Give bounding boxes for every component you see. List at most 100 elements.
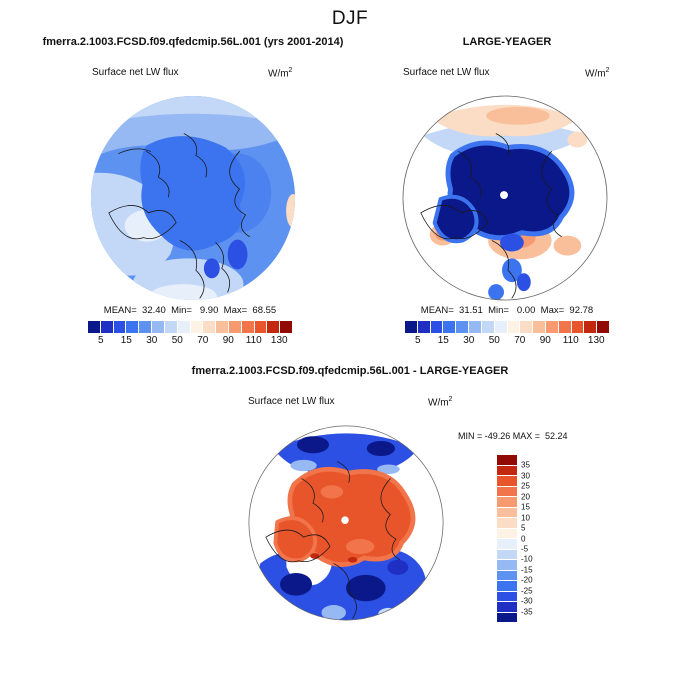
colorbar-tick-label: 5 (414, 335, 421, 346)
colorbar-tick-label: -5 (521, 544, 529, 554)
obs-colorbar: 5 15 30 50 70 90 110 130 (405, 321, 609, 349)
colorbar-cell (545, 321, 558, 333)
colorbar-cell (126, 321, 139, 333)
model-header: fmerra.2.1003.FCSD.f09.qfedcmip.56L.001 … (42, 36, 344, 48)
colorbar-cells (88, 321, 292, 333)
colorbar-cell (497, 591, 517, 601)
colorbar-tick-label: -20 (521, 575, 533, 585)
colorbar-cell (267, 321, 280, 333)
colorbar-tick-label: 110 (562, 335, 579, 346)
colorbar-cell (280, 321, 292, 333)
model-field-label: Surface net LW flux (92, 67, 179, 78)
colorbar-tick-label: 0 (521, 534, 526, 543)
colorbar-tick-label: 15 (437, 335, 449, 346)
colorbar-cell (241, 321, 254, 333)
diff-field-label: Surface net LW flux (248, 396, 335, 407)
units-base: W/m (428, 397, 449, 409)
colorbar-cell (216, 321, 228, 333)
colorbar-cell (497, 602, 517, 612)
obs-stats: MEAN= 31.51 Min= 0.00 Max= 92.78 (420, 305, 594, 316)
colorbar-cell (177, 321, 190, 333)
colorbar-cell (507, 321, 520, 333)
colorbar-tick-label: 35 (521, 460, 530, 470)
colorbar-cell (497, 612, 517, 622)
colorbar-tick-label: -25 (521, 586, 533, 596)
colorbar-tick-label: 15 (120, 335, 132, 346)
colorbar-tick-label: 110 (245, 335, 262, 346)
colorbar-cell (139, 321, 152, 333)
colorbar-tick-label: 30 (463, 335, 475, 346)
season-title: DJF (331, 8, 369, 29)
colorbar-tick-label: 10 (521, 513, 530, 523)
colorbar-cell (456, 321, 469, 333)
colorbar-cell (417, 321, 430, 333)
colorbar-tick-label: 130 (587, 335, 605, 346)
colorbar-cell (520, 321, 533, 333)
colorbar-tick-label: -10 (521, 554, 533, 564)
colorbar-cell (497, 560, 517, 570)
colorbar-cell (405, 321, 417, 333)
colorbar-cell (497, 476, 517, 486)
colorbar-cell (571, 321, 584, 333)
colorbar-tick-label: 30 (146, 335, 158, 346)
colorbar-cell (113, 321, 126, 333)
obs-field-label: Surface net LW flux (403, 67, 490, 78)
colorbar-tick-label: 15 (521, 502, 530, 512)
colorbar-cell (497, 486, 517, 496)
obs-map (401, 94, 609, 302)
diff-units-label: W/m2 (428, 396, 452, 408)
colorbar-cell (88, 321, 100, 333)
colorbar-tick-label: 5 (97, 335, 104, 346)
colorbar-cell (497, 581, 517, 591)
colorbar-cell (497, 465, 517, 475)
model-units-label: W/m2 (268, 67, 292, 79)
units-exponent: 2 (605, 67, 610, 74)
diff-map (247, 424, 445, 622)
units-base: W/m (585, 68, 606, 80)
colorbar-tick-labels: 35 30 25 20 15 10 5 0 -5 -10 -15 -20 -25 -30 -35 (521, 455, 543, 622)
colorbar-tick-label: 30 (521, 471, 530, 481)
colorbar-tick-label: 50 (171, 335, 183, 346)
colorbar-tick-label: 90 (539, 335, 551, 346)
units-base: W/m (268, 68, 289, 80)
colorbar-tick-labels: 5 15 30 50 70 90 110 130 (405, 335, 609, 349)
units-exponent: 2 (448, 396, 453, 403)
colorbar-cell (481, 321, 494, 333)
colorbar-tick-label: 25 (521, 481, 530, 491)
diff-colorbar: 35 30 25 20 15 10 5 0 -5 -10 -15 -20 -25 -30 -35 (497, 455, 543, 622)
colorbar-cell (497, 518, 517, 528)
colorbar-tick-label: 50 (488, 335, 500, 346)
colorbar-tick-label: -30 (521, 596, 533, 606)
colorbar-cell (469, 321, 481, 333)
colorbar-cell (497, 570, 517, 580)
colorbar-tick-label: 20 (521, 492, 530, 502)
colorbar-cell (203, 321, 216, 333)
colorbar-tick-label: 90 (222, 335, 234, 346)
colorbar-cell (558, 321, 571, 333)
colorbar-cell (228, 321, 241, 333)
colorbar-cell (164, 321, 177, 333)
colorbar-tick-label: 5 (521, 523, 526, 533)
colorbar-cell (254, 321, 267, 333)
colorbar-cell (584, 321, 597, 333)
colorbar-cell (152, 321, 164, 333)
colorbar-cell (497, 455, 517, 465)
model-stats: MEAN= 32.40 Min= 9.90 Max= 68.55 (103, 305, 277, 316)
model-colorbar: 5 15 30 50 70 90 110 130 (88, 321, 292, 349)
colorbar-cell (497, 528, 517, 538)
colorbar-cell (190, 321, 203, 333)
colorbar-tick-label: 130 (270, 335, 288, 346)
obs-units-label: W/m2 (585, 67, 609, 79)
model-map (89, 94, 297, 302)
colorbar-cells (405, 321, 609, 333)
colorbar-tick-label: -15 (521, 565, 533, 575)
colorbar-tick-label: 70 (197, 335, 209, 346)
colorbar-cell (100, 321, 113, 333)
colorbar-cell (443, 321, 456, 333)
colorbar-cell (430, 321, 443, 333)
colorbar-cell (497, 497, 517, 507)
colorbar-cell (597, 321, 609, 333)
diff-minmax: MIN = -49.26 MAX = 52.24 (458, 431, 568, 441)
diff-header: fmerra.2.1003.FCSD.f09.qfedcmip.56L.001 … (191, 365, 509, 377)
